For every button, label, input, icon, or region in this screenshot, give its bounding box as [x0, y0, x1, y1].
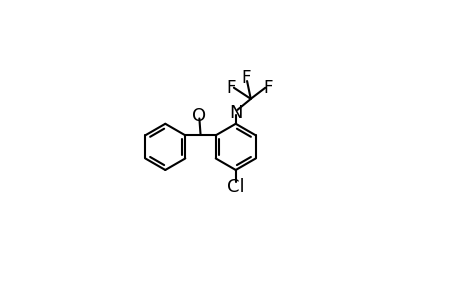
Text: F: F: [263, 79, 272, 97]
Text: Cl: Cl: [226, 178, 244, 196]
Text: O: O: [192, 107, 206, 125]
Text: F: F: [226, 79, 235, 97]
Text: F: F: [241, 69, 250, 87]
Text: N: N: [229, 104, 242, 122]
